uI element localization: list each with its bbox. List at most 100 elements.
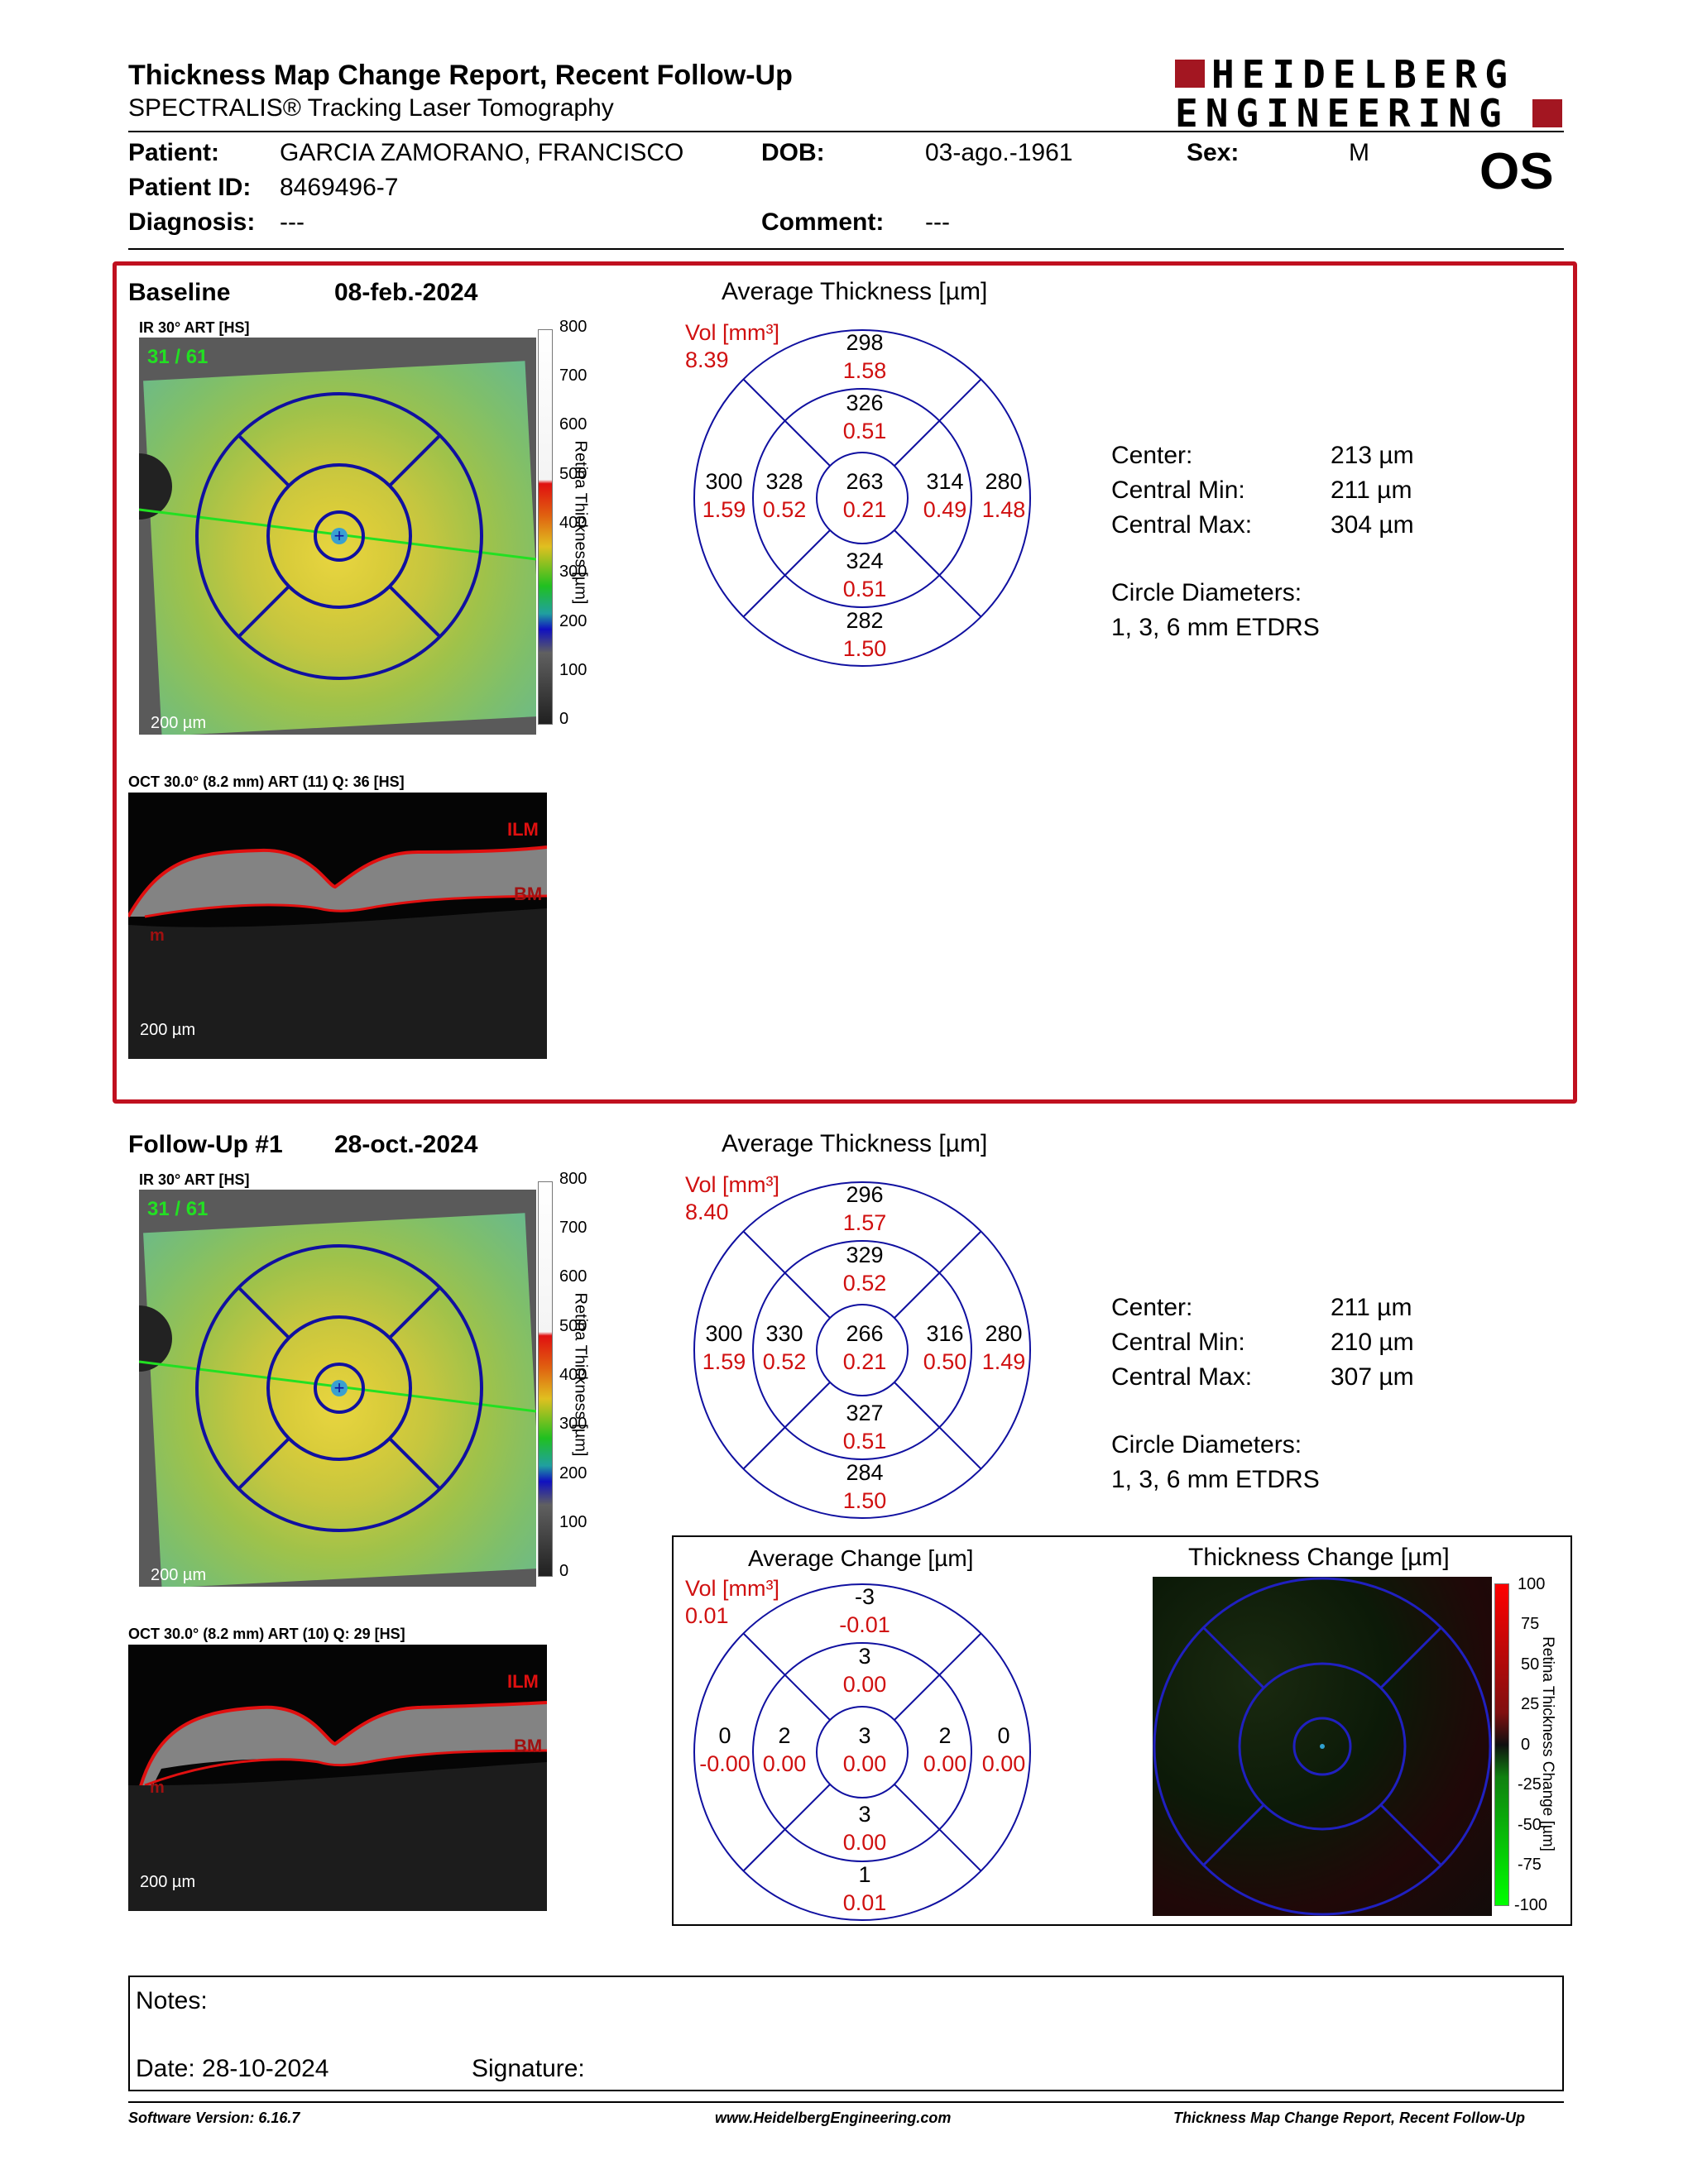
dob-value: 03-ago.-1961 <box>925 139 1073 166</box>
dob-label: DOB: <box>761 139 825 166</box>
baseline-oct-label: OCT 30.0° (8.2 mm) ART (11) Q: 36 [HS] <box>128 774 405 790</box>
followup-label: Follow-Up #1 <box>128 1131 283 1158</box>
baseline-colorbar-axis-label: Retina Thickness [µm] <box>571 440 590 605</box>
followup-ir-label: IR 30° ART [HS] <box>139 1171 250 1188</box>
followup-etdrs-chart <box>693 1181 1031 1519</box>
followup-sector-outer-bottom: 284 1.50 <box>842 1460 887 1513</box>
followup-diam-label: Circle Diameters: <box>1111 1431 1302 1458</box>
followup-vol: Vol [mm³] 8.40 <box>685 1172 780 1224</box>
baseline-sector-inner-left: 328 0.52 <box>762 469 807 522</box>
heidelberg-logo: HEIDELBERG ENGINEERING <box>1175 55 1564 133</box>
followup-sector-inner-right: 316 0.50 <box>923 1321 967 1374</box>
change-sector-inner-top: 3 0.00 <box>842 1644 887 1697</box>
followup-center-label: Center: <box>1111 1294 1193 1321</box>
footer-website[interactable]: www.HeidelbergEngineering.com <box>715 2110 952 2126</box>
baseline-diam-value: 1, 3, 6 mm ETDRS <box>1111 614 1320 641</box>
followup-oct-label: OCT 30.0° (8.2 mm) ART (10) Q: 29 [HS] <box>128 1626 405 1642</box>
svg-text:+: + <box>334 1377 345 1398</box>
baseline-center-label: Center: <box>1111 442 1193 469</box>
thickness-change-title: Thickness Change [µm] <box>1188 1544 1450 1571</box>
notes-date: Date: 28-10-2024 <box>136 2055 329 2082</box>
thickness-change-axis-label: Retina Thickness Change [µm] <box>1538 1636 1556 1851</box>
baseline-min-label: Central Min: <box>1111 477 1245 504</box>
followup-etdrs-grid-overlay: + <box>139 1244 536 1532</box>
baseline-sector-outer-top: 298 1.58 <box>842 330 887 383</box>
followup-max-label: Central Max: <box>1111 1363 1253 1391</box>
followup-center-value: 211 µm <box>1331 1294 1412 1321</box>
patient-id-label: Patient ID: <box>128 174 252 201</box>
baseline-sector-outer-left: 300 1.59 <box>702 469 746 522</box>
baseline-colorbar <box>538 329 553 725</box>
followup-colorbar-axis-label: Retina Thickness [µm] <box>571 1292 590 1457</box>
footer-report: Thickness Map Change Report, Recent Foll… <box>1173 2110 1526 2126</box>
report-subtitle: SPECTRALIS® Tracking Laser Tomography <box>128 94 614 122</box>
baseline-min-value: 211 µm <box>1331 477 1412 504</box>
baseline-sector-inner-bottom: 324 0.51 <box>842 548 887 601</box>
notes-signature: Signature: <box>472 2055 585 2082</box>
baseline-oct-scan: ILM BM m 200 µm <box>128 793 547 1059</box>
change-sector-inner-left: 2 0.00 <box>762 1723 807 1776</box>
change-sector-outer-bottom: 1 0.01 <box>842 1862 887 1915</box>
notes-box <box>128 1976 1564 2091</box>
change-sector-outer-top: -3 -0.01 <box>839 1584 890 1637</box>
patient-label: Patient: <box>128 139 220 166</box>
followup-sector-inner-bottom: 327 0.51 <box>842 1401 887 1454</box>
followup-sector-outer-right: 280 1.49 <box>981 1321 1026 1374</box>
patient-name: GARCIA ZAMORANO, FRANCISCO <box>280 139 684 166</box>
change-sector-outer-left: 0 -0.00 <box>699 1723 750 1776</box>
followup-sector-center: 266 0.21 <box>842 1321 887 1374</box>
followup-diam-value: 1, 3, 6 mm ETDRS <box>1111 1466 1320 1493</box>
svg-text:+: + <box>334 525 345 546</box>
followup-date: 28-oct.-2024 <box>334 1131 478 1158</box>
followup-oct-scan: ILM BM m 200 µm <box>128 1645 547 1911</box>
followup-colorbar <box>538 1181 553 1577</box>
baseline-center-value: 213 µm <box>1331 442 1414 469</box>
baseline-sector-outer-bottom: 282 1.50 <box>842 608 887 661</box>
baseline-label: Baseline <box>128 279 231 306</box>
notes-label: Notes: <box>136 1987 208 2014</box>
comment-value: --- <box>925 208 950 236</box>
followup-thickness-map: 31 / 61 + 200 µm <box>139 1190 536 1587</box>
diagnosis-label: Diagnosis: <box>128 208 256 236</box>
baseline-map-title: Average Thickness [µm] <box>722 278 988 305</box>
baseline-max-value: 304 µm <box>1331 511 1414 539</box>
baseline-frame <box>113 261 1577 1104</box>
comment-label: Comment: <box>761 208 885 236</box>
followup-min-label: Central Min: <box>1111 1329 1245 1356</box>
sex-label: Sex: <box>1187 139 1240 166</box>
followup-max-value: 307 µm <box>1331 1363 1414 1391</box>
followup-min-value: 210 µm <box>1331 1329 1414 1356</box>
report-title: Thickness Map Change Report, Recent Foll… <box>128 60 793 91</box>
followup-sector-inner-left: 330 0.52 <box>762 1321 807 1374</box>
baseline-sector-outer-right: 280 1.48 <box>981 469 1026 522</box>
change-box <box>672 1535 1572 1926</box>
change-sector-inner-bottom: 3 0.00 <box>842 1802 887 1855</box>
thickness-change-grid <box>1153 1577 1492 1916</box>
sex-value: M <box>1349 139 1369 166</box>
followup-sector-outer-top: 296 1.57 <box>842 1182 887 1235</box>
baseline-sector-inner-top: 326 0.51 <box>842 390 887 443</box>
baseline-etdrs-grid-overlay: + <box>139 392 536 680</box>
change-sector-outer-right: 0 0.00 <box>981 1723 1026 1776</box>
followup-sector-outer-left: 300 1.59 <box>702 1321 746 1374</box>
change-map-title: Average Change [µm] <box>748 1545 974 1571</box>
diagnosis-value: --- <box>280 208 305 236</box>
footer-software: Software Version: 6.16.7 <box>128 2110 300 2126</box>
baseline-max-label: Central Max: <box>1111 511 1253 539</box>
change-sector-center: 3 0.00 <box>842 1723 887 1776</box>
eye-label: OS <box>1479 143 1554 200</box>
followup-sector-inner-top: 329 0.52 <box>842 1243 887 1296</box>
baseline-ir-label: IR 30° ART [HS] <box>139 319 250 336</box>
thickness-change-colorbar <box>1494 1583 1509 1906</box>
baseline-vol: Vol [mm³] 8.39 <box>685 320 780 372</box>
patient-id-value: 8469496-7 <box>280 174 399 201</box>
change-sector-inner-right: 2 0.00 <box>923 1723 967 1776</box>
change-etdrs-chart <box>693 1583 1031 1921</box>
thickness-change-map <box>1153 1577 1492 1916</box>
change-vol: Vol [mm³] 0.01 <box>685 1576 780 1628</box>
baseline-etdrs-chart <box>693 329 1031 667</box>
followup-map-title: Average Thickness [µm] <box>722 1130 988 1157</box>
baseline-sector-inner-right: 314 0.49 <box>923 469 967 522</box>
baseline-diam-label: Circle Diameters: <box>1111 579 1302 606</box>
baseline-thickness-map: 31 / 61 + 200 µm <box>139 338 536 735</box>
